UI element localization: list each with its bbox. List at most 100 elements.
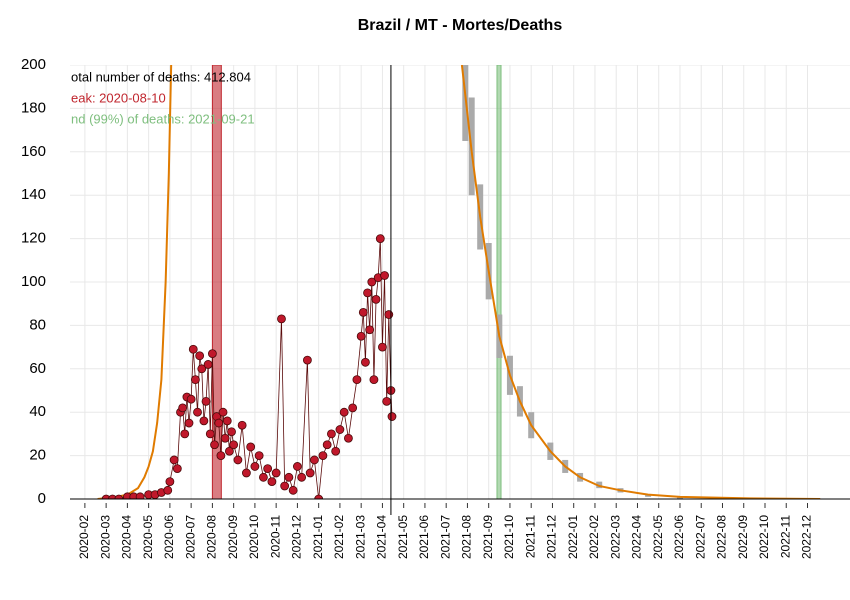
data-point [178,403,188,413]
y-tick-label: 120 [21,230,46,247]
data-point [184,418,194,428]
data-point [267,477,277,487]
data-point [222,416,232,426]
data-point [288,485,298,495]
x-tick-label: 2020-11 [268,515,282,558]
x-tick-label: 2021-10 [502,515,516,559]
data-point [271,468,281,478]
data-point [356,331,366,341]
x-tick-label: 2022-03 [608,515,622,559]
data-point [218,407,228,417]
x-tick-label: 2021-05 [396,515,410,559]
data-point [384,310,394,319]
x-tick-label: 2021-02 [332,515,346,559]
data-point [210,440,219,450]
data-point [229,440,239,450]
y-tick-label: 160 [21,143,46,160]
data-point [201,396,211,406]
vertical-band [211,65,222,499]
data-point [387,412,397,421]
data-point [205,429,215,439]
x-tick-label: 2022-06 [672,515,686,559]
data-point [190,375,200,385]
data-point [305,468,315,478]
x-tick-label: 2020-08 [205,515,219,559]
data-point [195,351,205,361]
x-tick-label: 2021-08 [460,515,474,559]
data-point [365,325,375,335]
x-tick-label: 2020-04 [120,515,134,559]
annotation: eak: 2020-08-10 [71,90,166,105]
data-point [380,271,389,280]
x-tick-label: 2022-01 [566,515,580,559]
data-point [227,427,236,437]
data-point [254,451,264,461]
data-point [297,472,307,482]
data-point [193,407,202,417]
x-tick-label: 2021-04 [375,515,389,559]
data-point [108,494,117,499]
x-tick-label: 2021-09 [481,515,495,559]
data-point [135,492,145,499]
x-tick-label: 2022-05 [651,515,665,559]
data-point [114,494,124,499]
x-tick-label: 2020-10 [247,515,261,559]
x-tick-label: 2020-05 [141,515,155,559]
data-point [310,455,319,465]
y-tick-label: 140 [21,186,46,203]
data-point [293,462,302,471]
data-point [263,464,273,474]
y-tick-label: 0 [38,490,46,507]
data-point [186,394,196,404]
data-point [331,446,341,456]
data-point [225,446,234,456]
x-tick-label: 2021-06 [417,515,431,559]
x-tick-label: 2021-07 [438,515,452,559]
x-tick-label: 2020-06 [162,515,176,559]
x-tick-label: 2021-01 [311,515,325,559]
data-point [303,355,312,365]
data-point [352,375,362,385]
data-point [369,375,379,385]
y-tick-label: 80 [29,316,46,333]
y-tick-label: 180 [21,99,46,116]
data-point [242,468,251,478]
data-point [203,360,213,369]
vertical-band [496,65,502,499]
y-tick-label: 60 [29,360,46,377]
data-point [318,451,328,461]
data-point [375,234,385,244]
data-point [277,314,286,324]
data-point [367,277,377,287]
chart-title: Brazil / MT - Mortes/Deaths [358,17,563,34]
data-point [233,455,243,465]
annotation: otal number of deaths: 412.804 [71,69,251,84]
data-point [197,364,207,374]
data-point [237,420,247,430]
data-point [246,442,256,452]
plot-area [70,65,850,499]
data-point [165,477,175,487]
data-point [280,481,290,491]
data-point [207,349,217,359]
data-point [216,451,226,461]
x-tick-label: 2021-12 [545,515,559,559]
y-tick-label: 100 [21,273,46,290]
data-point [327,429,336,439]
y-tick-label: 40 [29,403,46,420]
y-tick-label: 20 [29,447,46,464]
data-point [348,403,358,413]
data-point [335,425,345,434]
x-tick-label: 2020-07 [183,515,197,559]
y-tick-label: 200 [21,56,46,73]
data-point [382,396,392,406]
x-tick-label: 2022-04 [630,515,644,559]
data-point [363,288,372,298]
x-tick-label: 2020-12 [290,515,304,559]
data-point [314,494,324,499]
data-point [344,433,353,443]
x-tick-label: 2022-11 [778,515,792,558]
x-tick-label: 2020-03 [98,515,112,559]
